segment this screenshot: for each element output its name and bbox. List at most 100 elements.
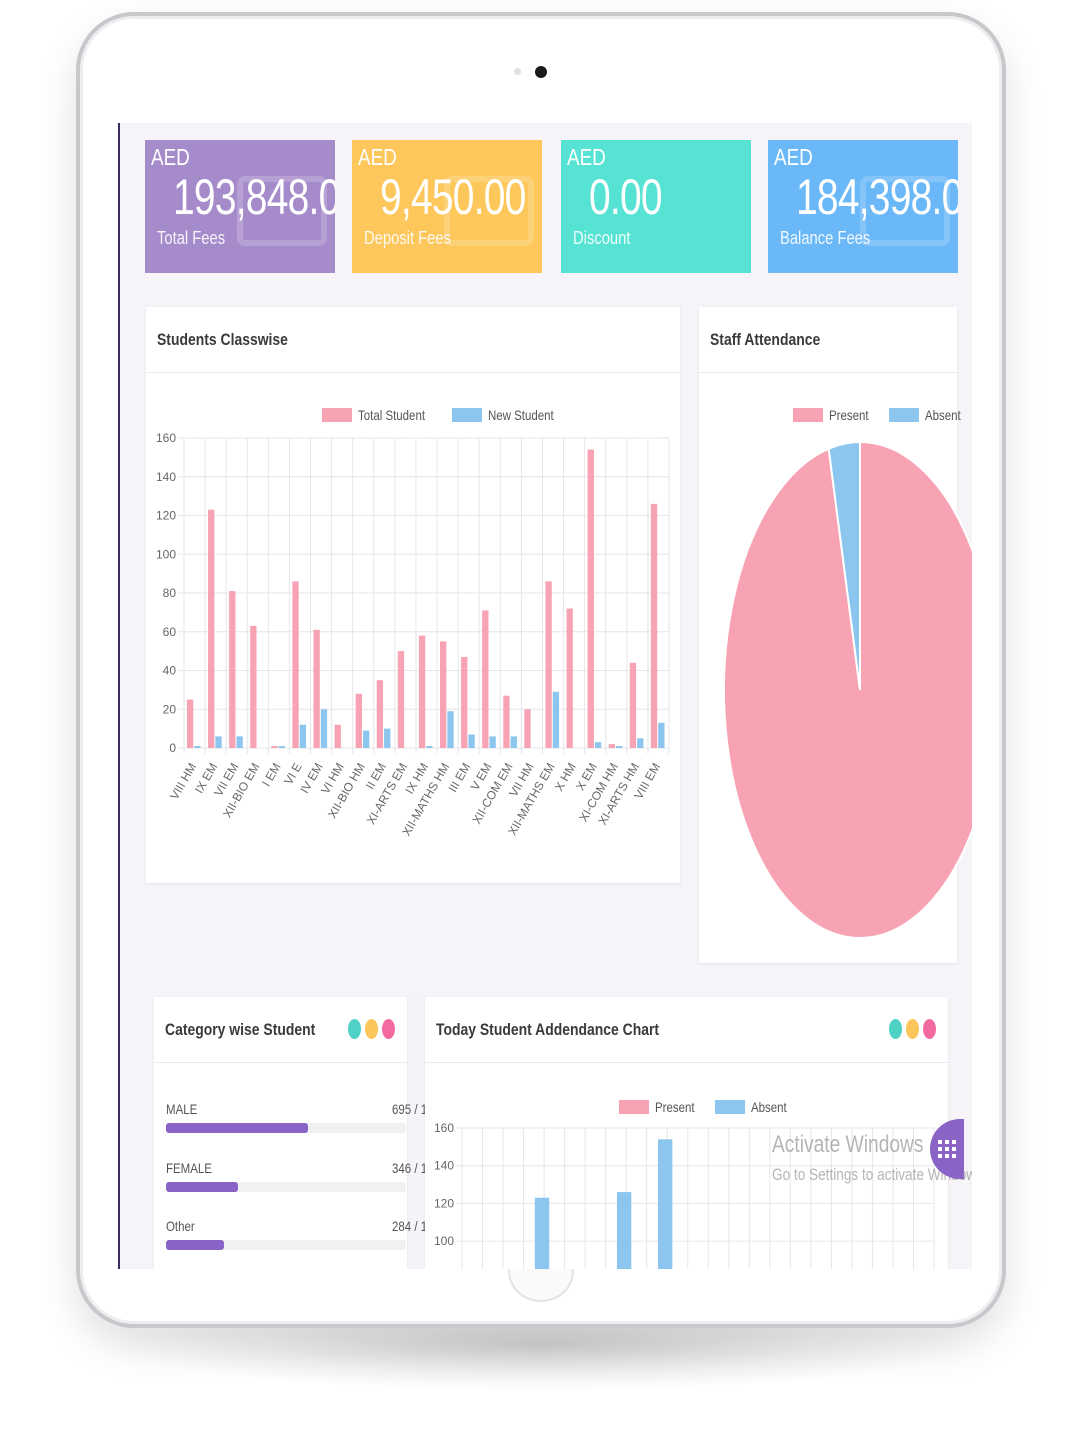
bar-new-student <box>320 709 328 748</box>
bar-absent <box>534 1197 550 1269</box>
y-tick-label: 140 <box>434 1159 454 1173</box>
bar-absent <box>616 1192 632 1269</box>
stat-card-deposit-fees[interactable]: AED 9,450.00 Deposit Fees <box>352 140 542 273</box>
bar-total-student <box>271 746 278 748</box>
dot-yellow <box>906 1019 919 1039</box>
bar-new-student <box>194 746 201 748</box>
legend-label-present: Present <box>829 407 869 423</box>
bar-total-student <box>439 641 447 748</box>
legend-swatch-absent <box>715 1100 746 1114</box>
category-count: 284 / 1 <box>392 1218 428 1234</box>
stat-label: Deposit Fees <box>364 228 451 248</box>
colored-dots-icon[interactable] <box>889 1019 936 1039</box>
bar-total-student <box>503 695 510 748</box>
stat-card-discount[interactable]: AED 0.00 Discount <box>561 140 751 273</box>
y-tick-label: 60 <box>163 625 177 639</box>
bar-total-student <box>229 591 236 748</box>
bar-total-student <box>186 699 194 748</box>
today-attendance-panel: Today Student Addendance Chart Present A… <box>425 997 948 1269</box>
bar-new-student <box>278 746 285 748</box>
bar-total-student <box>334 724 341 748</box>
legend-swatch-total <box>322 408 352 422</box>
legend-label-present: Present <box>655 1099 695 1115</box>
stat-currency: AED <box>151 144 190 170</box>
bar-absent <box>657 1139 673 1269</box>
bar-total-student <box>461 656 468 748</box>
y-tick-label: 120 <box>434 1196 454 1210</box>
colored-dots-icon[interactable] <box>348 1019 395 1039</box>
progress-fill <box>166 1182 238 1192</box>
legend-label-absent: Absent <box>751 1099 787 1115</box>
legend-swatch-present <box>619 1100 649 1114</box>
panel-header: Today Student Addendance Chart <box>425 997 948 1063</box>
panel-title: Today Student Addendance Chart <box>436 1019 660 1039</box>
legend-label-new: New Student <box>487 407 554 423</box>
stat-currency: AED <box>567 144 606 170</box>
bar-new-student <box>468 734 475 748</box>
bar-total-student <box>418 635 426 748</box>
y-tick-label: 160 <box>156 431 176 445</box>
today-attendance-chart: 100 120 140 160 <box>434 1121 935 1269</box>
bar-total-student <box>292 581 299 748</box>
bar-total-student <box>397 651 405 748</box>
chart-legend[interactable]: Total Student New Student <box>322 407 568 423</box>
bar-new-student <box>552 691 560 748</box>
y-tick-label: 0 <box>169 741 176 755</box>
x-tick-label: X HM <box>552 760 579 793</box>
bar-total-student <box>524 709 531 748</box>
bar-new-student <box>489 736 496 748</box>
panel-header: Staff Attendance <box>699 307 957 373</box>
stat-amount: 193,848.00 <box>173 169 335 225</box>
stat-label: Balance Fees <box>780 228 871 248</box>
bar-new-student <box>616 746 623 748</box>
bar-total-student <box>376 680 384 748</box>
bar-new-student <box>236 736 243 748</box>
category-name: FEMALE <box>166 1160 212 1176</box>
legend-swatch-present <box>793 408 823 422</box>
bar-total-student <box>208 509 215 748</box>
y-tick-label: 100 <box>434 1234 454 1248</box>
panel-title: Category wise Student <box>165 1019 316 1039</box>
legend-swatch-absent <box>889 408 920 422</box>
dot-pink <box>923 1019 936 1039</box>
staff-attendance-panel: Staff Attendance Present Absent <box>699 307 961 963</box>
bar-new-student <box>362 730 370 748</box>
x-tick-label: VIII HM <box>167 761 199 803</box>
dot-teal <box>889 1019 902 1039</box>
stat-label: Total Fees <box>157 228 226 248</box>
stat-currency: AED <box>358 144 397 170</box>
money-icon <box>237 176 327 246</box>
legend-label-total: Total Student <box>358 407 426 423</box>
bar-total-student <box>313 629 320 748</box>
bar-total-student <box>355 693 362 748</box>
dot-yellow <box>365 1019 378 1039</box>
progress-track <box>166 1182 406 1192</box>
progress-track <box>166 1123 406 1133</box>
panel-title: Staff Attendance <box>710 329 821 349</box>
stat-card-balance-fees[interactable]: AED 184,398.00 Balance Fees <box>768 140 958 273</box>
students-classwise-panel: Students Classwise Total Student New Stu… <box>146 307 680 883</box>
category-wise-panel: Category wise Student MALE 695 / 1 FEMAL… <box>154 997 427 1269</box>
bar-total-student <box>629 662 637 748</box>
bar-new-student <box>447 711 454 748</box>
x-tick-label: III EM <box>446 761 474 795</box>
bar-total-student <box>566 608 573 748</box>
bar-total-student <box>587 449 594 748</box>
bar-new-student <box>215 736 222 748</box>
bar-total-student <box>482 610 489 748</box>
y-tick-label: 120 <box>156 509 176 523</box>
bar-total-student <box>250 625 257 748</box>
legend-swatch-new <box>451 408 482 422</box>
y-tick-label: 20 <box>163 702 177 716</box>
chart-legend[interactable]: Present Absent <box>793 407 969 423</box>
panel-header: Category wise Student <box>154 997 407 1063</box>
camera-icon <box>535 66 547 78</box>
y-tick-label: 40 <box>163 664 177 678</box>
y-tick-label: 80 <box>163 586 177 600</box>
category-name: MALE <box>166 1101 198 1117</box>
bar-total-student <box>608 744 616 748</box>
chart-legend[interactable]: Present Absent <box>619 1099 795 1115</box>
x-tick-label: I EM <box>259 761 283 789</box>
stat-card-total-fees[interactable]: AED 193,848.00 Total Fees <box>145 140 335 273</box>
